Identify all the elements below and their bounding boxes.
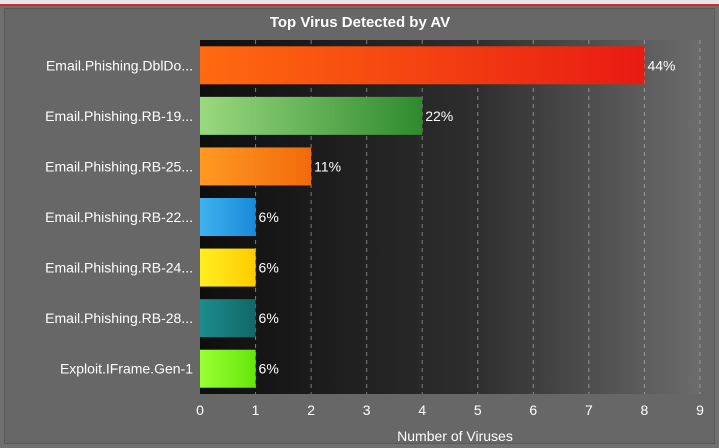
top-accent-bar	[0, 0, 719, 6]
bar-value-label: 6%	[259, 361, 279, 377]
x-tick-label: 0	[196, 402, 204, 418]
bar-value-label: 6%	[259, 260, 279, 276]
bar-1[interactable]	[200, 96, 423, 135]
x-tick-label: 9	[696, 402, 704, 418]
bar-3[interactable]	[200, 198, 256, 236]
x-tick-label: 7	[585, 402, 593, 418]
bar-value-label: 6%	[259, 310, 279, 326]
y-category-label: Exploit.IFrame.Gen-1	[60, 361, 193, 377]
x-tick-label: 4	[418, 402, 426, 418]
x-tick-label: 2	[307, 402, 315, 418]
y-category-label: Email.Phishing.RB-25...	[45, 158, 193, 174]
y-category-label: Email.Phishing.RB-28...	[45, 310, 193, 326]
bar-2[interactable]	[200, 147, 312, 186]
bar-5[interactable]	[200, 299, 256, 338]
bar-value-label: 22%	[425, 108, 453, 124]
y-category-label: Email.Phishing.RB-19...	[45, 108, 193, 124]
bar-6[interactable]	[200, 349, 256, 388]
bar-value-label: 6%	[259, 209, 279, 225]
x-axis-ticks: 0 1 2 3 4 5 6 7 8 9	[196, 402, 704, 418]
x-tick-label: 6	[529, 402, 537, 418]
bar-4[interactable]	[200, 248, 256, 287]
x-tick-label: 5	[474, 402, 482, 418]
bar-0[interactable]	[200, 46, 645, 85]
x-tick-label: 3	[363, 402, 371, 418]
x-axis-label: Number of Viruses	[397, 428, 513, 444]
bar-value-label: 11%	[314, 158, 341, 174]
bars: 44% 22% 11% 6% 6% 6% 6%	[200, 46, 675, 388]
x-tick-label: 1	[252, 402, 260, 418]
chart-title: Top Virus Detected by AV	[270, 14, 450, 31]
y-category-label: Email.Phishing.DblDo...	[46, 57, 193, 73]
x-tick-label: 8	[641, 402, 649, 418]
y-category-label: Email.Phishing.RB-24...	[45, 260, 193, 276]
bar-value-label: 44%	[647, 57, 675, 73]
y-category-label: Email.Phishing.RB-22...	[45, 209, 193, 225]
y-axis-labels: Email.Phishing.DblDo... Email.Phishing.RB…	[45, 57, 193, 376]
